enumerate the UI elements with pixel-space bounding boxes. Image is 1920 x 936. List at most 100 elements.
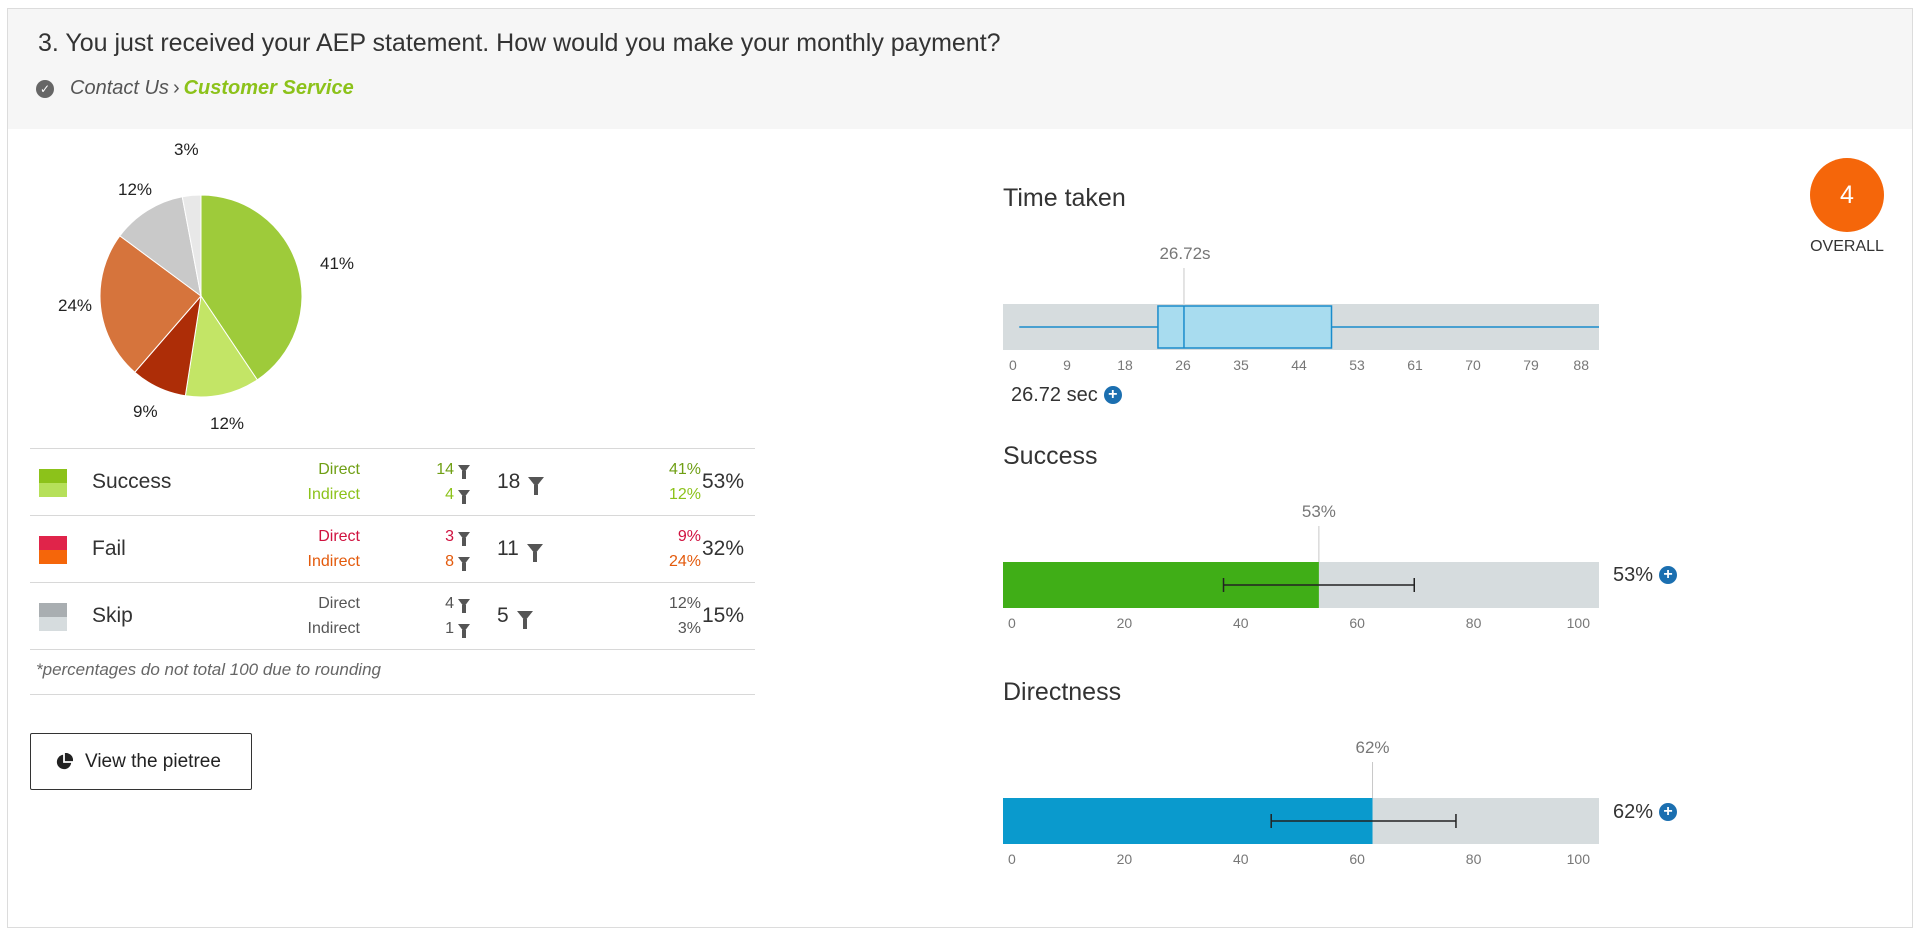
direct-count[interactable]: 4	[390, 595, 470, 613]
result-row-fail: Fail Direct Indirect 3 8 11 9% 24% 32%	[30, 516, 755, 583]
axis-tick: 35	[1233, 357, 1249, 373]
total-count[interactable]: 18	[497, 470, 557, 495]
destination-path: ✓ Contact Us › Customer Service	[36, 77, 354, 100]
directness-expand-plus-icon[interactable]: +	[1659, 802, 1678, 821]
pie-label-skip-direct: 12%	[118, 180, 153, 199]
time-value: 26.72 sec +	[1011, 384, 1122, 407]
axis-tick: 0	[1008, 851, 1016, 867]
indirect-label: Indirect	[307, 553, 360, 570]
axis-tick: 100	[1566, 615, 1590, 631]
filter-icon[interactable]	[458, 557, 470, 571]
indirect-percent: 3%	[677, 620, 701, 637]
axis-tick: 0	[1009, 357, 1017, 373]
pie-label-skip-indirect: 3%	[174, 140, 199, 159]
filter-icon[interactable]	[458, 490, 470, 504]
path-separator: ›	[172, 77, 180, 99]
pie-slice-fail-indirect	[99, 235, 202, 373]
view-pietree-button[interactable]: View the pietree	[30, 733, 252, 790]
direct-percent: 12%	[668, 595, 701, 612]
axis-tick: 60	[1349, 851, 1365, 867]
success-title: Success	[1003, 442, 1098, 470]
direct-percent: 41%	[668, 461, 701, 478]
question-header: 3. You just received your AEP statement.…	[8, 9, 1912, 129]
result-name: Skip	[92, 604, 133, 627]
result-row-success: Success Direct Indirect 14 4 18 41% 12% …	[30, 449, 755, 516]
check-circle-icon: ✓	[36, 79, 54, 98]
overall-score-badge: 4	[1810, 158, 1884, 232]
axis-tick: 20	[1116, 851, 1133, 867]
time-taken-title: Time taken	[1003, 184, 1126, 212]
axis-tick: 61	[1407, 357, 1423, 373]
axis-tick: 88	[1573, 357, 1589, 373]
question-card: 3. You just received your AEP statement.…	[7, 8, 1913, 928]
axis-tick: 44	[1291, 357, 1307, 373]
indirect-count[interactable]: 1	[390, 620, 470, 638]
indirect-label: Indirect	[307, 486, 360, 503]
total-percent: 53%	[702, 470, 745, 493]
indirect-label: Indirect	[307, 620, 360, 637]
indirect-count[interactable]: 8	[390, 553, 470, 571]
total-count[interactable]: 5	[497, 604, 557, 629]
pie-chart-icon	[56, 752, 73, 769]
result-row-skip: Skip Direct Indirect 4 1 5 12% 3% 15%	[30, 583, 755, 650]
axis-tick: 18	[1117, 357, 1133, 373]
directness-value-text: 62%	[1613, 801, 1654, 823]
filter-icon[interactable]	[516, 611, 533, 629]
result-name: Fail	[92, 537, 126, 560]
indirect-percent: 24%	[668, 553, 701, 570]
axis-tick: 53	[1349, 357, 1365, 373]
directness-title: Directness	[1003, 678, 1122, 706]
pie-label-success-direct: 41%	[320, 254, 355, 273]
pie-slice-skip-direct	[119, 196, 202, 298]
pie-svg	[99, 194, 303, 398]
indirect-percent: 12%	[668, 486, 701, 503]
filter-icon[interactable]	[458, 532, 470, 546]
indirect-count[interactable]: 4	[390, 486, 470, 504]
success-expand-plus-icon[interactable]: +	[1659, 565, 1678, 584]
pie-label-fail-direct: 9%	[133, 402, 158, 421]
result-name: Success	[92, 470, 172, 493]
filter-icon[interactable]	[458, 624, 470, 638]
results-pie-chart: 41% 12% 9% 24% 12% 3%	[40, 128, 400, 448]
success-marker-label: 53%	[1301, 502, 1336, 521]
total-count[interactable]: 11	[497, 537, 557, 562]
time-expand-plus-icon[interactable]: +	[1103, 385, 1122, 404]
directness-marker-label: 62%	[1355, 738, 1390, 757]
axis-tick: 80	[1465, 615, 1482, 631]
legend-swatch	[39, 603, 67, 631]
axis-tick: 40	[1233, 615, 1249, 631]
total-percent: 15%	[702, 604, 745, 627]
axis-tick: 26	[1175, 357, 1191, 373]
direct-label: Direct	[318, 528, 360, 545]
pie-slice-skip-indirect	[181, 194, 202, 297]
path-parent: Contact Us	[70, 77, 169, 99]
axis-tick: 79	[1523, 357, 1539, 373]
legend-swatch	[39, 469, 67, 497]
pie-slice-success-direct	[200, 194, 303, 381]
direct-count[interactable]: 3	[390, 528, 470, 546]
direct-label: Direct	[318, 595, 360, 612]
axis-tick: 9	[1063, 357, 1071, 373]
box-iqr	[1157, 305, 1333, 349]
time-value-text: 26.72 sec	[1011, 384, 1098, 406]
path-destination: Customer Service	[183, 77, 354, 99]
direct-percent: 9%	[677, 528, 701, 545]
directness-bar-chart	[1003, 762, 1599, 844]
total-percent: 32%	[702, 537, 745, 560]
pie-label-fail-indirect: 24%	[58, 296, 93, 315]
filter-icon[interactable]	[526, 544, 543, 562]
results-table: Success Direct Indirect 14 4 18 41% 12% …	[30, 448, 755, 695]
axis-tick: 20	[1116, 615, 1133, 631]
view-pietree-label: View the pietree	[85, 750, 221, 772]
legend-swatch	[39, 536, 67, 564]
filter-icon[interactable]	[458, 465, 470, 479]
success-bar-chart	[1003, 526, 1599, 608]
filter-icon[interactable]	[458, 599, 470, 613]
axis-tick: 0	[1008, 615, 1016, 631]
filter-icon[interactable]	[528, 477, 545, 495]
overall-score-label: OVERALL	[1810, 238, 1884, 255]
direct-label: Direct	[318, 461, 360, 478]
direct-count[interactable]: 14	[390, 461, 470, 479]
success-value-text: 53%	[1613, 564, 1654, 586]
axis-tick: 70	[1465, 357, 1481, 373]
